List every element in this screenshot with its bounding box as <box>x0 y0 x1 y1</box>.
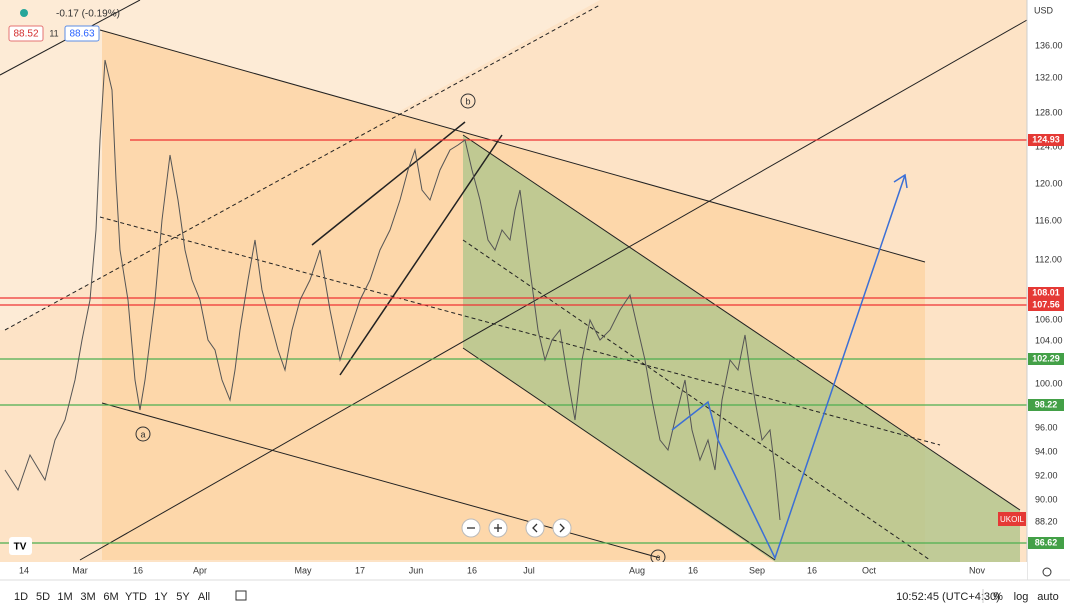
level-badge <box>1028 287 1064 299</box>
time-tick: 17 <box>355 565 365 575</box>
wave-label: c <box>656 552 661 562</box>
compare-icon[interactable] <box>235 590 247 601</box>
logo: TV <box>14 542 27 553</box>
range-button[interactable]: 5Y <box>176 591 190 603</box>
price-tick: 94.00 <box>1035 446 1058 456</box>
level-badge <box>1028 134 1064 146</box>
time-tick: 16 <box>688 565 698 575</box>
time-tick: Sep <box>749 565 765 575</box>
range-button[interactable]: YTD <box>125 591 147 603</box>
currency[interactable]: USD <box>1034 5 1054 15</box>
bid[interactable]: 88.52 <box>13 29 38 40</box>
range-button[interactable]: 6M <box>103 591 118 603</box>
price-tick: 90.00 <box>1035 494 1058 504</box>
time-tick: 16 <box>807 565 817 575</box>
channel <box>463 135 1020 562</box>
ask-box[interactable] <box>64 25 100 42</box>
price-series <box>4 59 781 521</box>
price-tick: 88.20 <box>1035 516 1058 526</box>
range-button[interactable]: 1M <box>57 591 72 603</box>
nav-icons <box>467 523 565 533</box>
price-tick: 136.00 <box>1035 40 1063 50</box>
wave-label: b <box>465 96 470 106</box>
time-tick: Oct <box>862 565 877 575</box>
price-tick: 100.00 <box>1035 378 1063 388</box>
range-button[interactable]: All <box>198 591 210 603</box>
levels <box>0 139 1027 544</box>
time-tick: 16 <box>467 565 477 575</box>
price-tick: 106.00 <box>1035 314 1063 324</box>
price-tick: 132.00 <box>1035 72 1063 82</box>
percent-toggle[interactable]: % <box>993 591 1003 603</box>
symbol: UKOIL <box>1000 515 1025 524</box>
time-tick: Aug <box>629 565 645 575</box>
level-label: 98.22 <box>1035 399 1058 409</box>
range-button[interactable]: 1Y <box>154 591 168 603</box>
time-tick: Jul <box>523 565 535 575</box>
time-tick: Mar <box>72 565 88 575</box>
time-axis <box>0 562 1027 580</box>
logo-box[interactable] <box>9 537 32 555</box>
time-tick: 16 <box>133 565 143 575</box>
level-label: 86.62 <box>1035 537 1058 547</box>
price-tick: 116.00 <box>1035 215 1062 225</box>
price-tick: 96.00 <box>1035 422 1058 432</box>
level-badge <box>1028 399 1064 411</box>
time-tick: 14 <box>19 565 29 575</box>
auto-toggle[interactable]: auto <box>1037 591 1058 603</box>
bid-box[interactable] <box>8 25 44 42</box>
time-tick: Apr <box>193 565 207 575</box>
time-tick: Nov <box>969 565 986 575</box>
clock: 10:52:45 (UTC+4:30) <box>896 591 1000 603</box>
price-tick: 112.00 <box>1035 254 1062 264</box>
price-tick: 104.00 <box>1035 335 1063 345</box>
level-label: 108.01 <box>1032 287 1060 297</box>
price-tick: 120.00 <box>1035 178 1063 188</box>
range-button[interactable]: 3M <box>80 591 95 603</box>
arrowhead <box>893 173 908 189</box>
level-label: 124.93 <box>1032 134 1060 144</box>
wave-label: a <box>140 429 145 439</box>
time-tick: Jun <box>409 565 424 575</box>
level-badge <box>1028 537 1064 549</box>
time-tick: May <box>294 565 312 575</box>
spread: 11 <box>49 28 58 38</box>
range-button[interactable]: 1D <box>14 591 28 603</box>
ask[interactable]: 88.63 <box>69 29 94 40</box>
change: -0.17 (-0.19%) <box>56 9 120 20</box>
level-badge <box>1028 353 1064 365</box>
projection <box>671 174 906 560</box>
status-dot <box>20 9 28 17</box>
price-tick: 128.00 <box>1035 107 1063 117</box>
range-button[interactable]: 5D <box>36 591 50 603</box>
price-tick: 124.00 <box>1035 141 1063 151</box>
level-label: 102.29 <box>1032 353 1060 363</box>
price-tick: 92.00 <box>1035 470 1058 480</box>
settings[interactable] <box>1042 567 1052 577</box>
level-label: 107.56 <box>1032 299 1060 309</box>
log-toggle[interactable]: log <box>1014 591 1029 603</box>
level-badge <box>1028 299 1064 311</box>
symbol-badge <box>998 512 1026 526</box>
